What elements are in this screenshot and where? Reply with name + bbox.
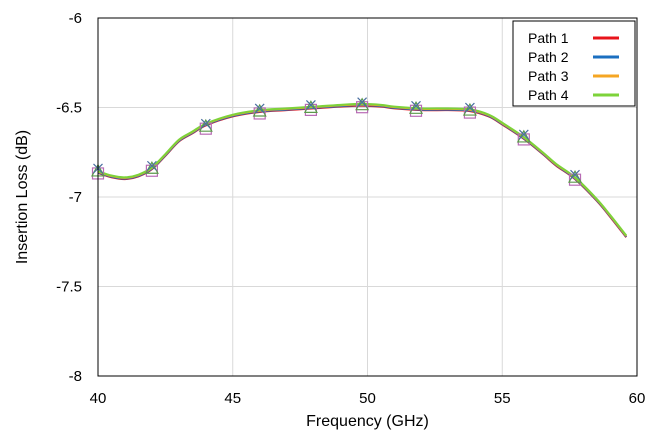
series-line-path-2 (97, 104, 628, 238)
marker-triangle (144, 161, 159, 174)
x-tick-label: 60 (629, 390, 646, 407)
marker-cross (570, 169, 580, 180)
data-markers (90, 97, 583, 186)
y-tick-label: -7 (69, 189, 82, 206)
series-line-path-1 (97, 104, 628, 238)
marker-cross (200, 118, 211, 129)
y-axis-title: Insertion Loss (dB) (14, 130, 31, 264)
y-tick-label: -6.5 (56, 100, 82, 117)
y-tick-label: -6 (69, 10, 82, 27)
legend-label: Path 2 (528, 49, 569, 65)
y-tick-label: -8 (69, 368, 82, 385)
x-tick-labels: 40 45 50 55 60 (90, 390, 646, 407)
legend-label: Path 3 (528, 68, 569, 84)
marker-triangle (355, 97, 370, 111)
marker-cross (411, 100, 421, 111)
x-tick-label: 40 (90, 390, 107, 407)
marker-triangle (516, 129, 531, 143)
legend: Path 1 Path 2 Path 3 Path 4 (512, 20, 636, 107)
x-tick-label: 55 (494, 390, 511, 407)
series-line-path-3 (97, 103, 628, 237)
marker-triangle (252, 103, 267, 117)
series-line-path-4 (97, 102, 628, 237)
x-tick-label: 45 (224, 390, 241, 407)
series-lines (97, 102, 628, 238)
marker-cross (254, 103, 265, 114)
marker-triangle (198, 118, 213, 132)
legend-box (512, 20, 636, 107)
marker-triangle (568, 169, 583, 183)
marker-triangle (462, 102, 477, 116)
legend-label: Path 1 (528, 30, 569, 46)
marker-triangle (408, 101, 424, 114)
marker-cross (518, 129, 529, 140)
y-tick-label: -7.5 (56, 279, 82, 296)
marker-cross (305, 99, 316, 110)
x-axis-title: Frequency (GHz) (306, 413, 429, 430)
y-tick-labels: -6 -6.5 -7 -7.5 -8 (56, 10, 82, 385)
legend-label: Path 4 (528, 87, 569, 103)
marker-cross (464, 102, 475, 113)
marker-cross (357, 97, 368, 108)
x-tick-label: 50 (359, 390, 376, 407)
marker-cross (146, 160, 157, 171)
plot-frame (97, 17, 638, 377)
marker-triangle (303, 100, 318, 113)
